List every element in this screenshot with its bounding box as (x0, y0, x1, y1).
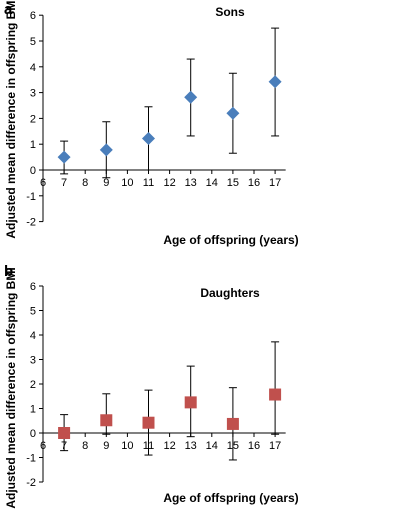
panel-a-data-point (268, 75, 282, 89)
panel-b-x-tick-label: 9 (103, 440, 109, 452)
panel-a-y-tick-label: -2 (26, 217, 36, 229)
panel-a-data-point (142, 132, 155, 146)
panel-b-xlabel: Age of offspring (years) (163, 491, 298, 505)
panel-a-x-tick-label: 7 (61, 177, 67, 189)
panel-b-x-tick-label: 13 (185, 440, 197, 452)
panel-a-y-tick-label: 1 (30, 139, 36, 151)
panel-b-ylabel: Adjusted mean difference in offspring BM… (4, 267, 18, 508)
panel-b-y-tick-label: 3 (30, 355, 36, 367)
panel-a-x-tick-label: 11 (143, 177, 154, 189)
panel-a-y-tick-label: -1 (26, 191, 36, 203)
panel-b-x-tick-label: 16 (248, 440, 260, 452)
panel-b-data-point (58, 427, 71, 439)
panel-a-x-tick-label: 16 (248, 177, 260, 189)
panel-b-y-tick-label: -1 (26, 453, 36, 465)
panel-b-data-point (269, 388, 282, 401)
panel-a-y-tick-label: 6 (30, 10, 36, 22)
panel-b-x-tick-label: 14 (206, 440, 218, 452)
panel-b-y-tick-label: -2 (26, 477, 36, 489)
panel-a-xlabel: Age of offspring (years) (163, 233, 298, 247)
panel-b-y-tick-label: 0 (30, 428, 36, 440)
panel-b-y-tick-label: 5 (30, 306, 36, 318)
panel-a-data-point (57, 150, 71, 164)
panel-a-x-tick-label: 8 (82, 177, 88, 189)
panel-a-title: Sons (215, 5, 245, 19)
panel-b-x-tick-label: 12 (163, 440, 175, 452)
panel-a-y-tick-label: 5 (30, 36, 36, 48)
panel-b-data-point (142, 416, 155, 429)
panel-a-y-tick-label: 4 (30, 62, 36, 74)
panel-b-data-point (100, 414, 113, 427)
panel-a-y-tick-label: 3 (30, 88, 36, 100)
panel-a-letter: a (4, 1, 13, 18)
panel-b-letter: b (4, 263, 13, 280)
panel-a-x-tick-label: 9 (103, 177, 109, 189)
panel-a-y-tick-label: 0 (30, 165, 36, 177)
panel-a-x-tick-label: 14 (206, 177, 218, 189)
panel-b-y-tick-label: 4 (30, 330, 36, 342)
panel-b-x-tick-label: 10 (121, 440, 133, 452)
panel-b-title: Daughters (200, 286, 260, 300)
panel-a-x-tick-label: 13 (185, 177, 197, 189)
panel-b-x-tick-label: 17 (269, 440, 281, 452)
panel-b-y-tick-label: 6 (30, 281, 36, 293)
panel-a-x-tick-label: 6 (40, 177, 46, 189)
panel-a-x-tick-label: 12 (163, 177, 175, 189)
panel-b-x-tick-label: 6 (40, 440, 46, 452)
panel-a-x-tick-label: 17 (269, 177, 281, 189)
panel-a-ylabel: Adjusted mean difference in offspring BM… (4, 0, 18, 239)
panel-a-data-point (99, 143, 113, 157)
panel-a-y-tick-label: 2 (30, 113, 36, 125)
panel-a-x-tick-label: 15 (227, 177, 239, 189)
panel-a-data-point (226, 106, 240, 120)
panel-b-y-tick-label: 2 (30, 379, 36, 391)
panel-b-x-tick-label: 8 (82, 440, 88, 452)
panel-b-y-tick-label: 1 (30, 404, 36, 416)
panel-b-data-point (184, 396, 197, 409)
panel-a-data-point (184, 90, 198, 104)
panel-a-x-tick-label: 10 (121, 177, 133, 189)
panel-b-data-point (226, 417, 239, 430)
